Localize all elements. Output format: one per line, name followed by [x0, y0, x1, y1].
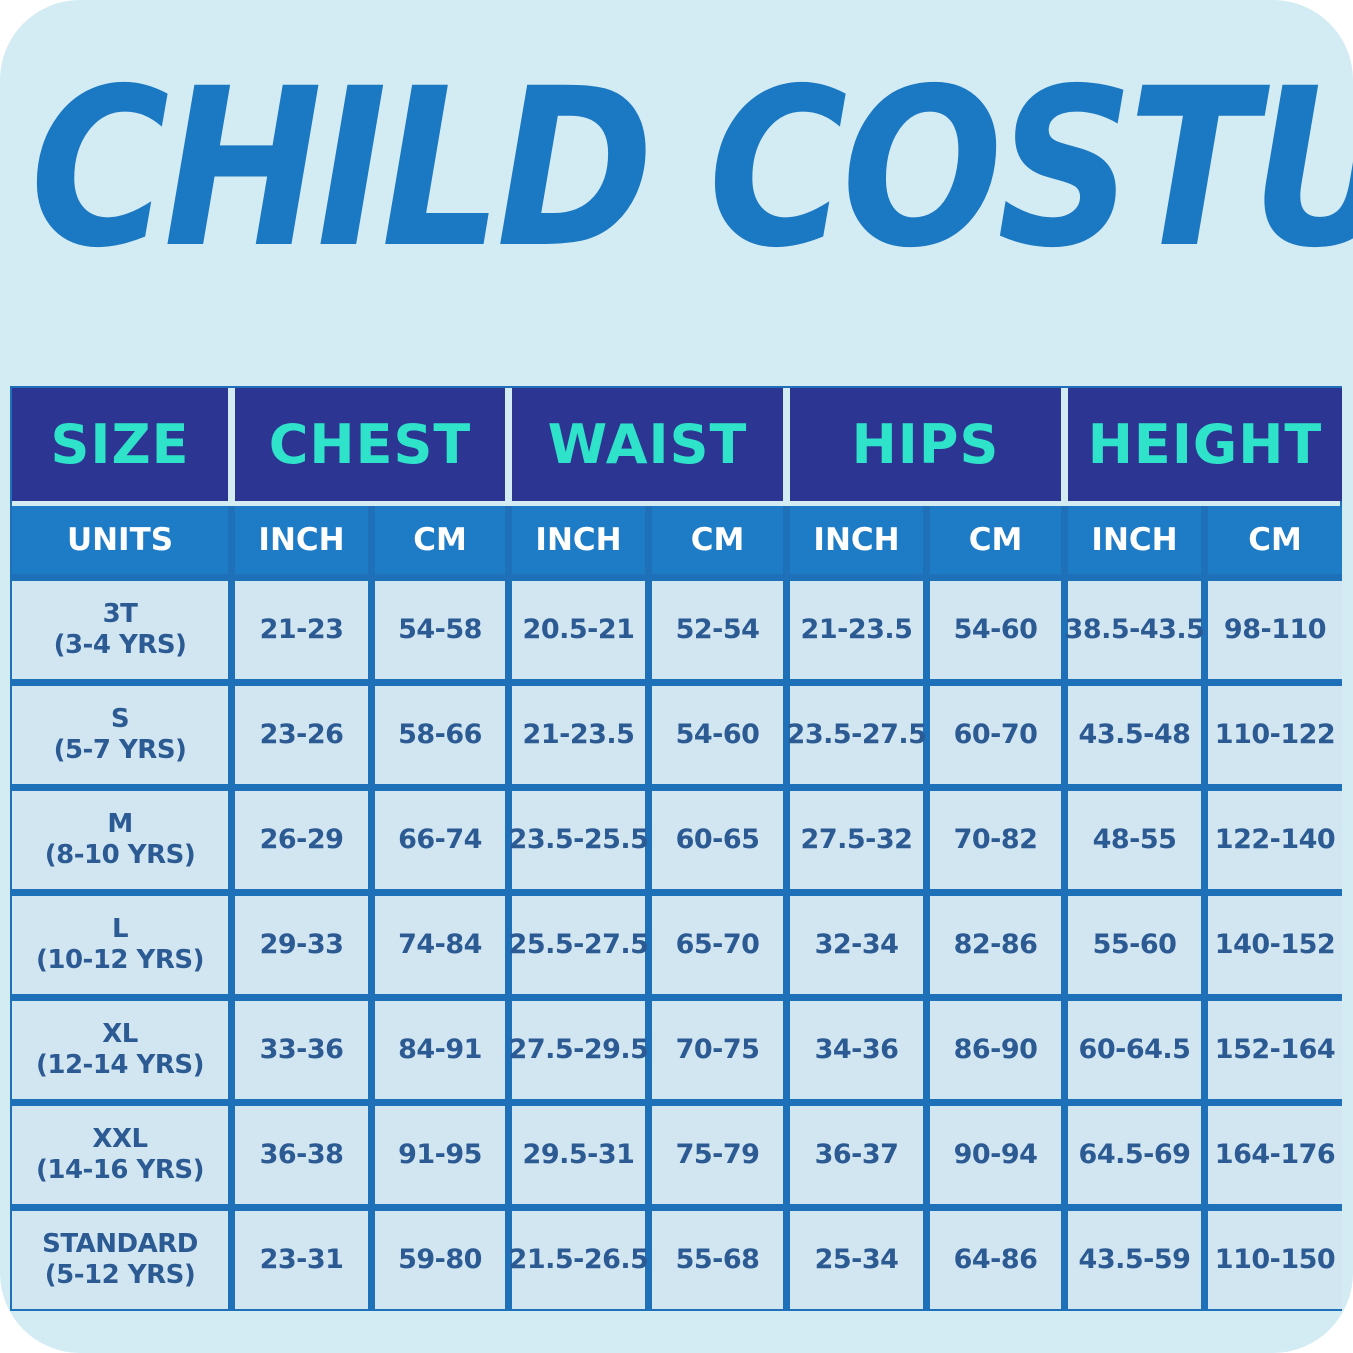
cell-waist-inch: 21-23.5	[512, 686, 645, 784]
cell-height-inch: 60-64.5	[1068, 1001, 1201, 1099]
cell-hips-cm: 54-60	[930, 581, 1061, 679]
table-body: UNITS INCH CM INCH CM INCH CM INCH CM 3T…	[12, 506, 1342, 1309]
age-range: (10-12 YRS)	[35, 945, 205, 975]
unit-chest-inch: INCH	[235, 506, 368, 574]
cell-waist-cm: 70-75	[652, 1001, 783, 1099]
cell-waist-inch: 29.5-31	[512, 1106, 645, 1204]
size-label: STANDARD	[42, 1228, 198, 1259]
cell-height-cm: 110-122	[1208, 686, 1342, 784]
size-label: M	[107, 808, 133, 839]
cell-height-cm: 152-164	[1208, 1001, 1342, 1099]
cell-waist-cm: 54-60	[652, 686, 783, 784]
cell-chest-cm: 91-95	[375, 1106, 505, 1204]
age-range: (8-10 YRS)	[44, 840, 196, 870]
cell-chest-cm: 59-80	[375, 1211, 505, 1309]
size-cell: 3T (3-4 YRS)	[12, 581, 228, 679]
cell-height-cm: 164-176	[1208, 1106, 1342, 1204]
unit-height-inch: INCH	[1068, 506, 1201, 574]
cell-hips-cm: 70-82	[930, 791, 1061, 889]
cell-height-inch: 55-60	[1068, 896, 1201, 994]
age-range: (5-7 YRS)	[53, 735, 187, 765]
unit-waist-cm: CM	[652, 506, 783, 574]
cell-chest-inch: 33-36	[235, 1001, 368, 1099]
age-range: (5-12 YRS)	[44, 1260, 196, 1290]
header-height: HEIGHT	[1068, 388, 1342, 501]
unit-hips-cm: CM	[930, 506, 1061, 574]
age-range: (3-4 YRS)	[53, 630, 187, 660]
cell-hips-cm: 90-94	[930, 1106, 1061, 1204]
size-cell: L (10-12 YRS)	[12, 896, 228, 994]
cell-hips-cm: 60-70	[930, 686, 1061, 784]
unit-hips-inch: INCH	[790, 506, 923, 574]
cell-chest-cm: 66-74	[375, 791, 505, 889]
cell-hips-inch: 32-34	[790, 896, 923, 994]
cell-waist-inch: 20.5-21	[512, 581, 645, 679]
header-row: SIZE CHEST WAIST HIPS HEIGHT	[12, 388, 1342, 506]
cell-chest-inch: 29-33	[235, 896, 368, 994]
cell-height-cm: 98-110	[1208, 581, 1342, 679]
size-cell: XL (12-14 YRS)	[12, 1001, 228, 1099]
size-label: L	[111, 913, 129, 944]
cell-height-inch: 38.5-43.5	[1065, 581, 1205, 679]
cell-hips-inch: 23.5-27.5	[787, 686, 927, 784]
age-range: (14-16 YRS)	[35, 1155, 205, 1185]
cell-chest-inch: 26-29	[235, 791, 368, 889]
chart-title: CHILD COSTUME	[30, 41, 1353, 296]
cell-waist-inch: 23.5-25.5	[509, 791, 649, 889]
cell-waist-inch: 27.5-29.5	[509, 1001, 649, 1099]
cell-waist-cm: 75-79	[652, 1106, 783, 1204]
header-size: SIZE	[12, 388, 228, 501]
age-range: (12-14 YRS)	[35, 1050, 205, 1080]
units-label: UNITS	[12, 506, 228, 574]
cell-height-inch: 48-55	[1068, 791, 1201, 889]
cell-hips-inch: 34-36	[790, 1001, 923, 1099]
cell-height-inch: 43.5-59	[1068, 1211, 1201, 1309]
size-cell: XXL (14-16 YRS)	[12, 1106, 228, 1204]
cell-chest-inch: 23-26	[235, 686, 368, 784]
size-label: S	[110, 703, 130, 734]
cell-hips-cm: 86-90	[930, 1001, 1061, 1099]
cell-chest-cm: 58-66	[375, 686, 505, 784]
cell-waist-inch: 21.5-26.5	[509, 1211, 649, 1309]
cell-height-cm: 110-150	[1208, 1211, 1342, 1309]
cell-height-inch: 64.5-69	[1068, 1106, 1201, 1204]
cell-chest-inch: 23-31	[235, 1211, 368, 1309]
size-cell: M (8-10 YRS)	[12, 791, 228, 889]
cell-hips-inch: 25-34	[790, 1211, 923, 1309]
size-label: XXL	[92, 1123, 148, 1154]
cell-hips-inch: 27.5-32	[790, 791, 923, 889]
cell-height-cm: 122-140	[1208, 791, 1342, 889]
header-chest: CHEST	[235, 388, 505, 501]
cell-height-inch: 43.5-48	[1068, 686, 1201, 784]
cell-chest-inch: 21-23	[235, 581, 368, 679]
cell-chest-inch: 36-38	[235, 1106, 368, 1204]
cell-hips-cm: 64-86	[930, 1211, 1061, 1309]
cell-hips-cm: 82-86	[930, 896, 1061, 994]
header-waist: WAIST	[512, 388, 783, 501]
unit-height-cm: CM	[1208, 506, 1342, 574]
header-hips: HIPS	[790, 388, 1061, 501]
cell-waist-cm: 52-54	[652, 581, 783, 679]
cell-chest-cm: 74-84	[375, 896, 505, 994]
size-label: 3T	[102, 598, 138, 629]
size-table: SIZE CHEST WAIST HIPS HEIGHT UNITS INCH …	[10, 386, 1342, 1311]
unit-waist-inch: INCH	[512, 506, 645, 574]
unit-chest-cm: CM	[375, 506, 505, 574]
size-label: XL	[102, 1018, 138, 1049]
cell-hips-inch: 21-23.5	[790, 581, 923, 679]
size-cell: S (5-7 YRS)	[12, 686, 228, 784]
cell-waist-cm: 65-70	[652, 896, 783, 994]
cell-height-cm: 140-152	[1208, 896, 1342, 994]
cell-waist-cm: 60-65	[652, 791, 783, 889]
cell-hips-inch: 36-37	[790, 1106, 923, 1204]
size-cell: STANDARD (5-12 YRS)	[12, 1211, 228, 1309]
cell-waist-inch: 25.5-27.5	[509, 896, 649, 994]
cell-chest-cm: 54-58	[375, 581, 505, 679]
cell-waist-cm: 55-68	[652, 1211, 783, 1309]
cell-chest-cm: 84-91	[375, 1001, 505, 1099]
